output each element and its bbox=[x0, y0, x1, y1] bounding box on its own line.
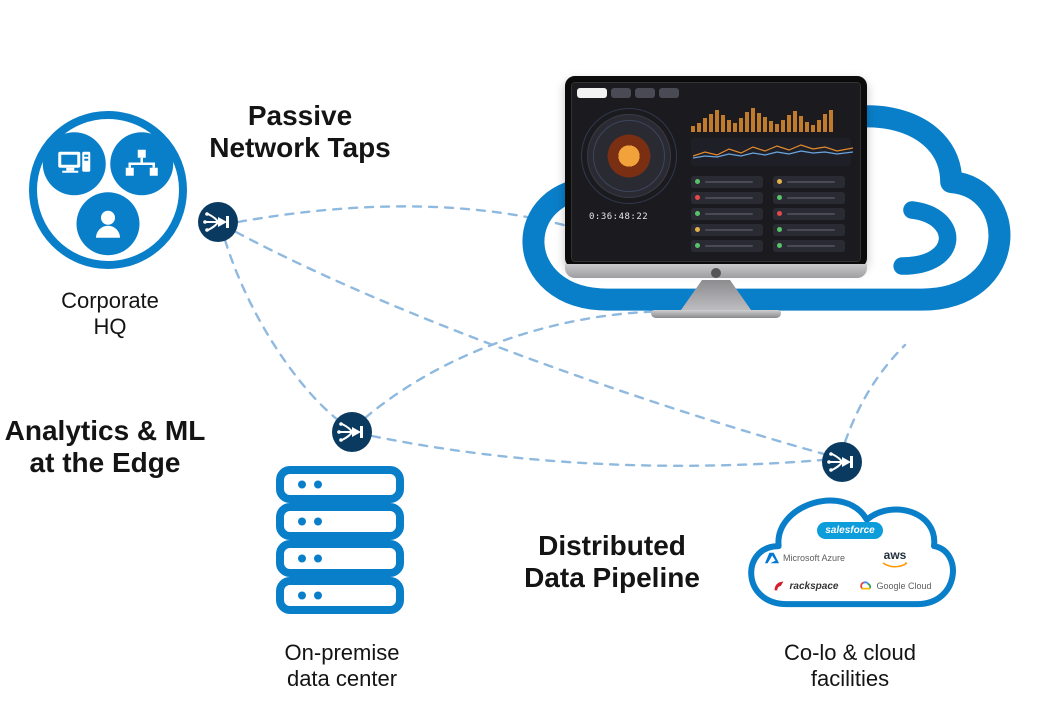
caption-corporate-hq: Corporate HQ bbox=[0, 288, 260, 341]
caption-on-premise: On-premise data center bbox=[192, 640, 492, 693]
diagram-canvas: salesforce Microsoft Azure aws rackspace bbox=[0, 0, 1040, 722]
dashboard-cards-2 bbox=[773, 176, 845, 252]
rackspace-logo: rackspace bbox=[772, 579, 839, 593]
heading-distributed-pipeline: Distributed Data Pipeline bbox=[462, 530, 762, 594]
azure-logo: Microsoft Azure bbox=[765, 551, 845, 565]
salesforce-logo: salesforce bbox=[817, 522, 882, 539]
caption-colo: Co-lo & cloud facilities bbox=[700, 640, 1000, 693]
dashboard-radar bbox=[587, 114, 671, 198]
colo-cloud-logos: salesforce Microsoft Azure aws rackspace bbox=[750, 496, 950, 612]
dashboard-bar-chart bbox=[691, 108, 833, 132]
aws-logo: aws bbox=[882, 548, 908, 568]
dashboard-line-chart bbox=[691, 138, 851, 166]
dashboard-cards-1 bbox=[691, 176, 763, 252]
heading-analytics-edge: Analytics & ML at the Edge bbox=[0, 415, 255, 479]
heading-passive-taps: Passive Network Taps bbox=[150, 100, 450, 164]
dashboard-tabs bbox=[577, 88, 679, 98]
dashboard-monitor: 0:36:48:22 bbox=[565, 76, 867, 318]
dashboard-time-readout: 0:36:48:22 bbox=[589, 212, 648, 222]
google-cloud-logo: Google Cloud bbox=[858, 579, 931, 593]
